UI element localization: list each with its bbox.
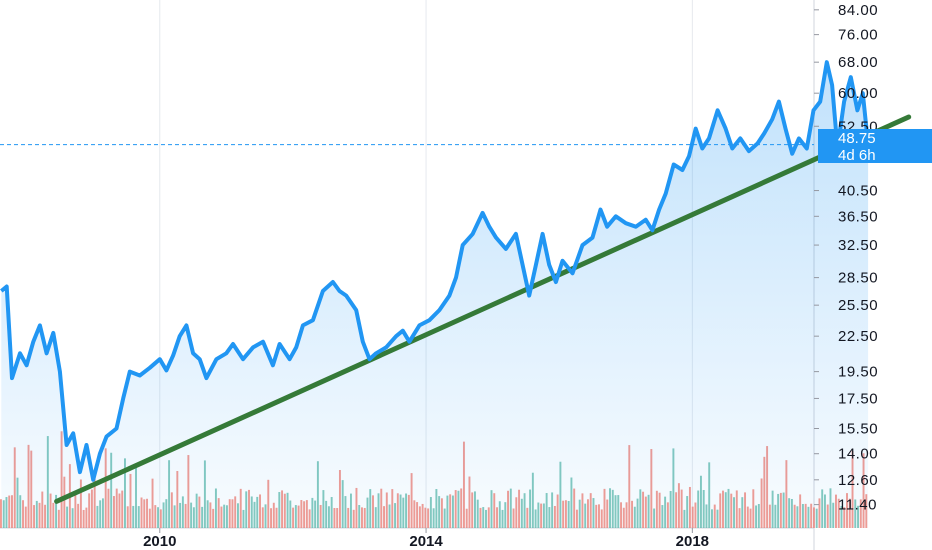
x-tick-label: 2014 bbox=[409, 533, 443, 550]
y-tick-label: 68.00 bbox=[838, 54, 878, 71]
x-tick-label: 2018 bbox=[676, 533, 709, 550]
y-tick-label: 11.40 bbox=[838, 497, 877, 514]
time-axis[interactable]: 2010 2014 2018 bbox=[143, 528, 709, 550]
price-tags: 48.75 4d 6h bbox=[818, 129, 932, 164]
y-tick-label: 40.50 bbox=[838, 183, 878, 200]
price-axis[interactable]: 84.0076.0068.0060.0052.5040.5036.5032.50… bbox=[814, 2, 878, 514]
y-tick-label: 36.50 bbox=[838, 208, 878, 225]
y-tick-label: 76.00 bbox=[838, 27, 878, 44]
y-tick-label: 28.50 bbox=[838, 270, 878, 287]
y-tick-label: 15.50 bbox=[838, 420, 878, 437]
x-tick-label: 2010 bbox=[143, 533, 176, 550]
y-tick-label: 12.60 bbox=[838, 472, 878, 489]
price-line bbox=[0, 60, 871, 482]
y-tick-label: 60.00 bbox=[838, 85, 878, 102]
y-tick-label: 84.00 bbox=[838, 2, 878, 19]
y-tick-label: 25.50 bbox=[838, 297, 878, 314]
last-price-tag: 48.75 bbox=[838, 130, 876, 147]
price-area-fill bbox=[1, 62, 869, 528]
y-tick-label: 32.50 bbox=[838, 237, 878, 254]
volume-bar bbox=[0, 499, 2, 528]
trend-line[interactable] bbox=[54, 114, 912, 504]
y-tick-label: 22.50 bbox=[838, 328, 878, 345]
countdown-tag: 4d 6h bbox=[838, 147, 876, 164]
countdown-tag-bg bbox=[818, 146, 932, 163]
y-tick-label: 17.50 bbox=[838, 390, 878, 407]
y-tick-label: 19.50 bbox=[838, 364, 878, 381]
y-tick-label: 14.00 bbox=[838, 446, 878, 463]
last-price-tag-bg bbox=[818, 129, 932, 146]
